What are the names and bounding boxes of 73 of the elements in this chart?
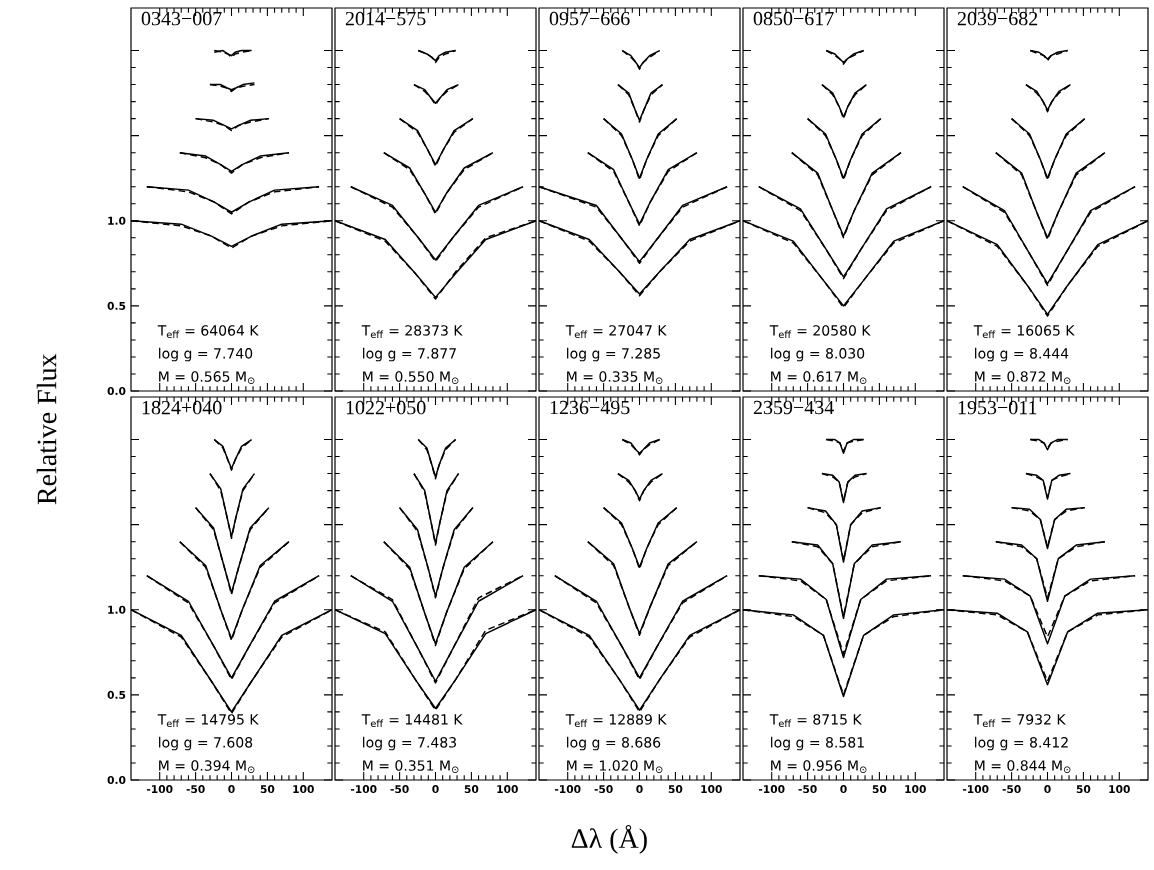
x-tick-label: 100 [293, 785, 314, 794]
annotation: T$_{eff}$ = 7932 K [973, 714, 1066, 728]
y-tick-label: 0.5 [107, 301, 126, 310]
x-tick-label: 0 [840, 785, 847, 794]
annotation: T$_{eff}$ = 27047 K [565, 325, 667, 339]
annotation: M = 0.351 M$_{⊙}$ [363, 760, 459, 773]
y-tick-label: 0.0 [107, 386, 126, 396]
annotation: T$_{eff}$ = 12889 K [565, 714, 667, 728]
annotation: T$_{eff}$ = 20580 K [769, 325, 871, 339]
annotation: T$_{eff}$ = 16065 K [973, 325, 1075, 339]
y-tick-label: 1.0 [108, 605, 126, 614]
annotation: log g = 7.483 [363, 736, 456, 751]
annotation: log g = 8.686 [567, 736, 661, 751]
annotation: M = 0.394 M$_{⊙}$ [159, 760, 255, 773]
x-tick-label: 100 [1109, 785, 1130, 794]
x-tick-label: 0 [1044, 785, 1051, 794]
x-tick-label: -100 [554, 785, 581, 794]
x-tick-label: -50 [186, 785, 205, 794]
x-tick-label: 0 [432, 785, 439, 794]
annotation: M = 0.872 M$_{⊙}$ [975, 371, 1071, 384]
x-tick-label: 100 [905, 785, 926, 794]
chart-title: 0957−666 [549, 11, 630, 26]
x-tick-label: 50 [260, 785, 275, 794]
x-tick-label: 0 [636, 785, 643, 794]
x-tick-label: -50 [1002, 785, 1021, 794]
annotation: M = 0.565 M$_{⊙}$ [159, 371, 255, 384]
chart-title: 1824+040 [142, 400, 222, 415]
x-tick-label: 100 [701, 785, 722, 794]
annotation: M = 0.617 M$_{⊙}$ [771, 371, 867, 384]
chart-title: 1022+050 [346, 400, 426, 415]
annotation: T$_{eff}$ = 14481 K [361, 714, 463, 728]
annotation: T$_{eff}$ = 14795 K [157, 714, 259, 728]
annotation: log g = 7.877 [363, 347, 456, 362]
annotation: M = 0.956 M$_{⊙}$ [771, 760, 867, 773]
x-tick-label: -100 [350, 785, 377, 794]
chart-title: 2359−434 [753, 400, 834, 415]
annotation: log g = 8.412 [975, 736, 1068, 751]
x-tick-label: 50 [872, 785, 887, 794]
chart-title: 1236−495 [550, 400, 630, 415]
annotation: M = 0.844 M$_{⊙}$ [975, 760, 1071, 773]
x-tick-label: 50 [1076, 785, 1091, 794]
x-tick-label: 100 [497, 785, 518, 794]
annotation: log g = 7.608 [159, 736, 253, 751]
annotation: log g = 8.444 [975, 347, 1069, 362]
annotation: M = 1.020 M$_{⊙}$ [567, 760, 663, 773]
annotation: log g = 7.740 [159, 347, 253, 362]
chart-title: 2014−575 [345, 11, 426, 26]
x-tick-label: -50 [594, 785, 613, 794]
annotation: T$_{eff}$ = 64064 K [157, 325, 259, 339]
chart-title: 2039−682 [957, 11, 1038, 26]
y-tick-label: 1.0 [108, 216, 126, 225]
annotation: T$_{eff}$ = 8715 K [769, 714, 862, 728]
chart-title: 0850−617 [753, 11, 834, 26]
x-tick-label: 50 [464, 785, 479, 794]
chart-title: 1953−011 [958, 400, 1037, 415]
annotation: log g = 8.030 [771, 347, 865, 362]
y-tick-label: 0.5 [107, 690, 126, 699]
annotation: log g = 8.581 [771, 736, 864, 751]
x-tick-label: -100 [758, 785, 785, 794]
annotation: T$_{eff}$ = 28373 K [361, 325, 463, 339]
x-tick-label: 50 [668, 785, 683, 794]
y-axis-title: Relative Flux [36, 353, 57, 505]
annotation: log g = 7.285 [567, 347, 660, 362]
x-tick-label: -100 [962, 785, 989, 794]
annotation: M = 0.335 M$_{⊙}$ [567, 371, 663, 384]
x-tick-label: -100 [146, 785, 173, 794]
x-tick-label: -50 [390, 785, 409, 794]
annotation: M = 0.550 M$_{⊙}$ [363, 371, 459, 384]
chart-title: 0343−007 [141, 11, 222, 26]
x-axis-title: Δλ (Å) [571, 824, 647, 854]
x-tick-label: -50 [798, 785, 817, 794]
x-tick-label: 0 [228, 785, 235, 794]
y-tick-label: 0.0 [107, 775, 126, 785]
